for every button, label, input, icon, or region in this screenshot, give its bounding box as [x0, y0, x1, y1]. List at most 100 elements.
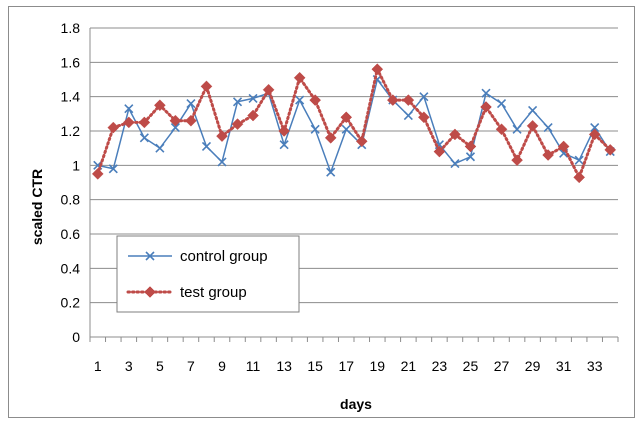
- data-point-diamond-marker: [573, 171, 586, 184]
- y-tick-label: 1.8: [61, 20, 81, 36]
- x-tick-label: 23: [432, 358, 448, 374]
- y-axis-ticks: 0 0.2 0.4 0.6 0.8 1 1.2 1.4 1.6 1.8: [61, 20, 81, 345]
- data-point-diamond-marker: [216, 130, 228, 143]
- data-point-x-marker: [170, 123, 180, 133]
- y-tick-label: 1.2: [61, 123, 81, 139]
- x-tick-label: 15: [307, 358, 323, 374]
- data-point-diamond-marker: [138, 116, 151, 129]
- data-point-diamond-marker: [185, 114, 197, 127]
- x-tick-label: 31: [556, 358, 572, 374]
- data-point-diamond-marker: [309, 94, 322, 106]
- data-point-x-marker: [232, 97, 243, 107]
- data-point-diamond-marker: [511, 154, 523, 167]
- data-point-x-marker: [574, 155, 584, 165]
- data-point-diamond-marker: [495, 123, 508, 136]
- y-tick-label: 0.4: [61, 260, 81, 276]
- data-point-x-marker: [496, 98, 507, 109]
- data-point-diamond-marker: [371, 63, 384, 76]
- x-tick-label: 33: [587, 358, 603, 374]
- series-layer: [91, 63, 617, 184]
- data-point-diamond-marker: [154, 99, 166, 112]
- data-point-diamond-marker: [340, 111, 353, 124]
- data-point-x-marker: [512, 124, 522, 134]
- data-point-x-marker: [124, 104, 134, 114]
- data-point-diamond-marker: [169, 114, 182, 127]
- y-tick-label: 0.6: [61, 226, 81, 242]
- data-point-diamond-marker: [200, 80, 213, 93]
- y-axis-title: scaled CTR: [29, 169, 45, 245]
- data-point-x-marker: [450, 159, 460, 169]
- legend-label: test group: [180, 284, 247, 301]
- y-tick-label: 1.6: [61, 54, 81, 70]
- data-point-x-marker: [139, 133, 149, 143]
- legend-marker: [144, 286, 156, 298]
- legend-label: control group: [180, 248, 268, 265]
- data-point-diamond-marker: [604, 144, 617, 156]
- data-point-diamond-marker: [449, 128, 461, 141]
- series-test-group: [91, 63, 617, 184]
- x-tick-label: 5: [156, 358, 164, 374]
- data-point-diamond-marker: [293, 71, 306, 84]
- data-point-x-marker: [295, 95, 305, 105]
- legend-marker: [145, 251, 155, 261]
- x-tick-label: 27: [494, 358, 510, 374]
- legend: control group test group: [116, 235, 300, 313]
- data-point-x-marker: [108, 164, 118, 174]
- data-point-x-marker: [403, 110, 413, 121]
- data-point-diamond-marker: [278, 125, 290, 137]
- data-point-diamond-marker: [480, 101, 492, 113]
- data-point-x-marker: [419, 92, 429, 102]
- data-point-x-marker: [326, 167, 336, 177]
- x-tick-label: 1: [94, 358, 102, 374]
- data-point-x-marker: [248, 93, 258, 103]
- data-point-diamond-marker: [122, 116, 135, 129]
- x-tick-label: 17: [338, 358, 354, 374]
- y-tick-label: 1.4: [61, 89, 81, 105]
- data-point-diamond-marker: [402, 94, 415, 106]
- data-point-diamond-marker: [386, 94, 399, 106]
- x-tick-label: 21: [401, 358, 417, 374]
- data-point-diamond-marker: [107, 121, 120, 134]
- data-point-x-marker: [279, 140, 289, 150]
- x-tick-label: 7: [187, 358, 195, 374]
- x-tick-label: 25: [463, 358, 479, 374]
- data-point-x-marker: [186, 98, 196, 109]
- data-point-diamond-marker: [262, 83, 275, 96]
- data-point-diamond-marker: [418, 111, 430, 124]
- x-tick-label: 3: [125, 358, 133, 374]
- y-tick-label: 0.8: [61, 192, 81, 208]
- series-line: [97, 77, 611, 175]
- x-tick-label: 11: [246, 358, 261, 374]
- data-point-x-marker: [310, 124, 320, 134]
- data-point-diamond-marker: [355, 135, 368, 148]
- y-tick-label: 0: [72, 329, 80, 345]
- data-point-x-marker: [543, 123, 553, 133]
- data-point-diamond-marker: [526, 119, 539, 132]
- x-tick-label: 9: [218, 358, 226, 374]
- chart-frame: [8, 6, 635, 418]
- data-point-x-marker: [528, 105, 538, 115]
- x-tick-label: 13: [276, 358, 292, 374]
- series-line: [96, 64, 612, 182]
- x-tick-label: 29: [525, 358, 541, 374]
- data-point-x-marker: [341, 124, 351, 134]
- data-point-x-marker: [201, 141, 212, 152]
- x-tick-label: 19: [370, 358, 386, 374]
- data-point-diamond-marker: [557, 140, 570, 153]
- data-point-diamond-marker: [464, 140, 477, 153]
- x-axis-title: days: [340, 396, 372, 412]
- data-point-diamond-marker: [324, 132, 337, 144]
- data-point-diamond-marker: [542, 149, 554, 161]
- data-point-x-marker: [155, 143, 165, 153]
- data-point-diamond-marker: [588, 128, 601, 141]
- data-point-x-marker: [481, 88, 491, 98]
- data-point-diamond-marker: [433, 145, 446, 158]
- y-tick-label: 1: [72, 157, 80, 173]
- x-axis-ticks: 1 3 5 7 9 11 13 15 17 19 21 23 25 27 29 31 33: [89, 337, 619, 374]
- data-point-diamond-marker: [231, 118, 244, 130]
- y-tick-label: 0.2: [61, 295, 81, 311]
- legend-box: [116, 235, 300, 313]
- data-point-diamond-marker: [247, 109, 259, 122]
- data-point-diamond-marker: [91, 168, 104, 180]
